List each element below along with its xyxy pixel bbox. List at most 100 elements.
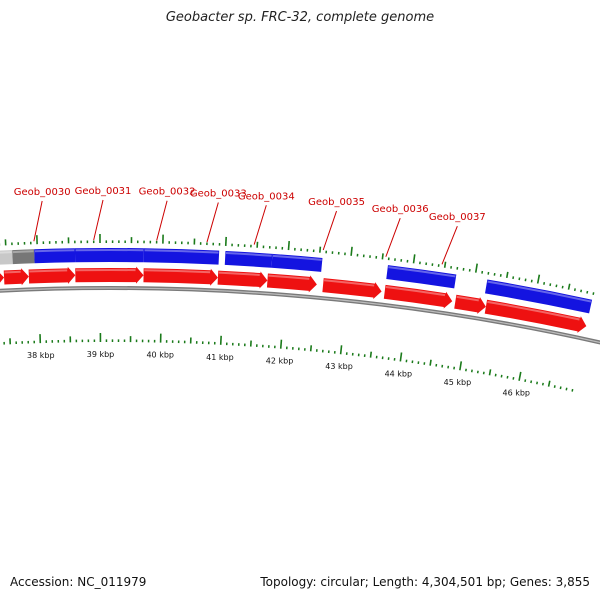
outer-tick bbox=[580, 289, 583, 293]
forward-gene bbox=[386, 265, 457, 289]
reverse-gene bbox=[454, 294, 486, 314]
outer-tick bbox=[474, 263, 478, 273]
scale-label: 39 kbp bbox=[87, 350, 115, 359]
outer-tick bbox=[319, 246, 322, 253]
reverse-gene bbox=[484, 299, 587, 333]
scale-label: 45 kbp bbox=[444, 378, 472, 387]
forward-gene bbox=[485, 279, 593, 314]
gene-label: Geob_0037 bbox=[429, 212, 486, 223]
inner-tick bbox=[530, 380, 533, 384]
inner-tick bbox=[541, 382, 544, 386]
accession-value: NC_011979 bbox=[77, 575, 147, 589]
gene-label: Geob_0035 bbox=[308, 197, 365, 208]
forward-gene bbox=[74, 247, 144, 263]
forward-gene-highlight bbox=[34, 249, 75, 253]
gene-leader-line bbox=[253, 205, 267, 245]
accession-label: Accession: bbox=[10, 575, 74, 589]
reverse-gene-highlight bbox=[385, 285, 446, 297]
outer-tick bbox=[592, 292, 595, 296]
reverse-gene bbox=[266, 273, 317, 293]
accession-text: Accession: NC_011979 bbox=[10, 575, 146, 589]
inner-tick bbox=[518, 371, 522, 381]
inner-tick bbox=[339, 345, 343, 355]
outer-tick bbox=[287, 240, 290, 251]
forward-gene bbox=[0, 250, 13, 265]
outer-tick bbox=[549, 283, 552, 287]
forward-gene bbox=[224, 250, 273, 268]
forward-gene-highlight bbox=[487, 280, 592, 303]
outer-tick bbox=[536, 274, 541, 284]
forward-gene-highlight bbox=[0, 251, 12, 254]
genome-summary: Topology: circular; Length: 4,304,501 bp… bbox=[260, 575, 590, 589]
reverse-gene bbox=[28, 266, 76, 284]
inner-tick bbox=[279, 339, 283, 349]
outer-tick bbox=[350, 246, 353, 256]
reverse-gene-highlight bbox=[4, 270, 21, 274]
gene-label: Geob_0030 bbox=[14, 187, 71, 198]
gene-leader-line bbox=[156, 200, 168, 241]
inner-tick bbox=[565, 387, 568, 391]
forward-gene-highlight bbox=[144, 249, 219, 254]
reverse-gene-highlight bbox=[144, 269, 211, 274]
scale-label: 38 kbp bbox=[27, 351, 55, 360]
reverse-gene-highlight bbox=[324, 279, 375, 287]
gene-label: Geob_0036 bbox=[372, 204, 429, 215]
gene-leader-line bbox=[441, 225, 458, 265]
scale-label: 43 kbp bbox=[325, 362, 353, 371]
outer-tick bbox=[586, 290, 589, 294]
inner-tick bbox=[459, 361, 463, 371]
reverse-gene-highlight bbox=[456, 295, 479, 302]
forward-gene-highlight bbox=[12, 250, 34, 254]
outer-tick bbox=[561, 285, 564, 289]
gene-leader-line bbox=[385, 218, 401, 257]
page-title: Geobacter sp. FRC-32, complete genome bbox=[165, 10, 435, 25]
reverse-gene-highlight bbox=[487, 300, 580, 321]
reverse-gene-highlight bbox=[29, 269, 68, 273]
reverse-gene bbox=[322, 278, 382, 300]
gene-leader-line bbox=[322, 210, 338, 251]
reverse-gene bbox=[143, 268, 218, 286]
outer-tick bbox=[443, 261, 447, 268]
inner-tick bbox=[571, 388, 574, 392]
forward-gene bbox=[12, 249, 35, 265]
reverse-gene bbox=[383, 284, 453, 309]
outer-tick bbox=[555, 284, 558, 288]
forward-gene-highlight bbox=[225, 251, 272, 257]
outer-tick bbox=[505, 271, 509, 278]
forward-gene-highlight bbox=[272, 254, 322, 261]
forward-gene bbox=[271, 253, 323, 272]
outer-tick bbox=[381, 253, 384, 260]
inner-tick bbox=[369, 351, 373, 358]
scale-label: 44 kbp bbox=[385, 369, 413, 378]
gene-label: Geob_0032 bbox=[139, 187, 196, 198]
reverse-gene-highlight bbox=[218, 271, 260, 276]
gene-leader-line bbox=[33, 200, 43, 242]
inner-tick bbox=[536, 381, 539, 385]
inner-tick bbox=[553, 385, 556, 388]
inner-tick bbox=[488, 369, 492, 376]
inner-tick bbox=[559, 386, 562, 390]
reverse-gene-highlight bbox=[268, 274, 310, 280]
scale-label: 41 kbp bbox=[206, 353, 234, 362]
inner-tick bbox=[309, 345, 313, 352]
gene-label: Geob_0031 bbox=[75, 186, 132, 197]
gene-leader-line bbox=[206, 202, 219, 243]
reverse-gene bbox=[75, 266, 144, 284]
reverse-gene bbox=[3, 268, 29, 286]
inner-tick bbox=[547, 380, 551, 387]
reverse-gene bbox=[217, 270, 268, 289]
forward-gene bbox=[34, 248, 76, 264]
forward-gene bbox=[143, 248, 220, 265]
inner-tick bbox=[399, 352, 403, 362]
scale-label: 42 kbp bbox=[266, 357, 294, 366]
gene-label: Geob_0033 bbox=[190, 189, 247, 200]
backbone-highlight bbox=[0, 287, 600, 344]
outer-tick bbox=[573, 288, 576, 292]
gene-label: Geob_0034 bbox=[238, 191, 295, 202]
reverse-gene bbox=[0, 273, 5, 283]
outer-tick bbox=[412, 254, 416, 264]
scale-label: 40 kbp bbox=[146, 351, 174, 360]
scale-label: 46 kbp bbox=[503, 388, 531, 397]
